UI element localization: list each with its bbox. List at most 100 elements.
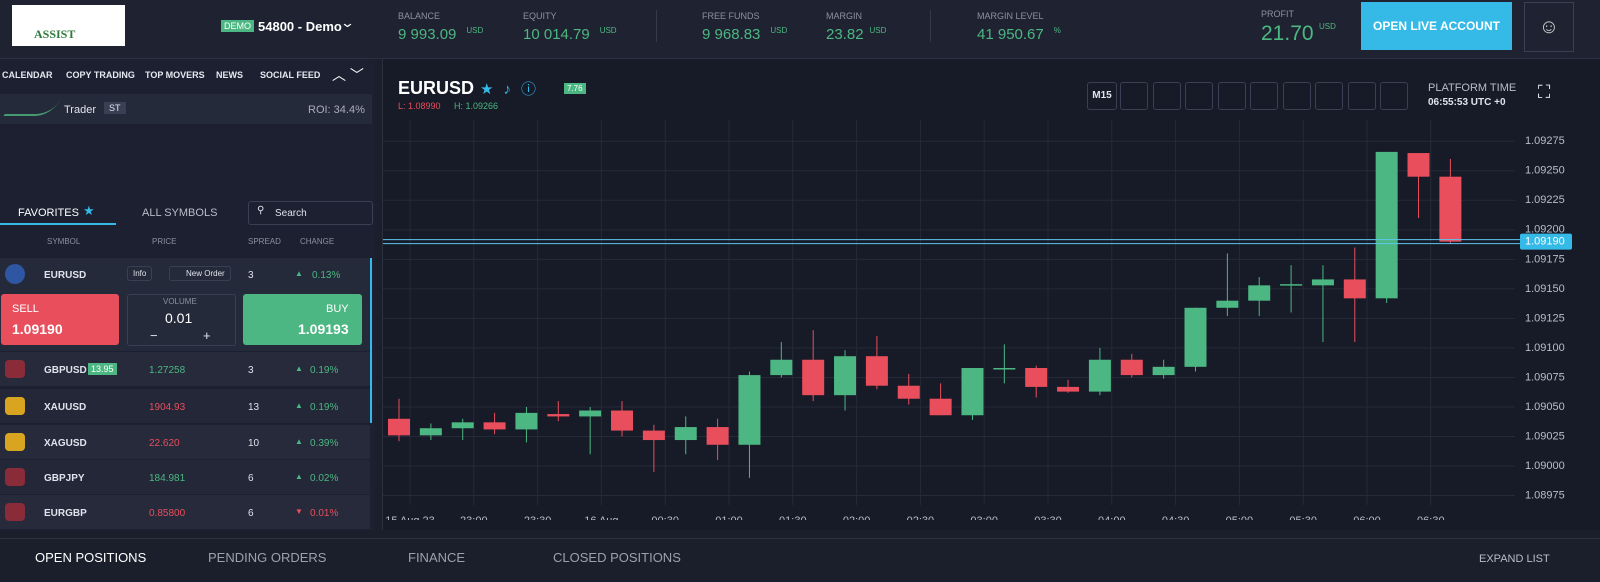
stat-value: 10 014.79 [523, 26, 590, 43]
candle-body [1088, 359, 1111, 392]
toolbar-button[interactable] [1347, 82, 1376, 110]
candle-body [515, 412, 538, 430]
chart-icons[interactable]: ★♪ⓘ [480, 81, 546, 98]
y-tick-label: 1.09150 [1525, 283, 1565, 295]
row-spread: 6 [248, 508, 254, 519]
sidebar-tab[interactable]: COPY TRADING [66, 70, 135, 80]
row-spread: 3 [248, 270, 254, 281]
toolbar-button[interactable] [1185, 82, 1213, 110]
trader-roi: ROI: 34.4% [308, 104, 365, 116]
row-change: 0.02% [310, 473, 339, 484]
volume-plus[interactable]: + [203, 328, 211, 343]
timeframe-button[interactable]: M15 [1087, 82, 1117, 110]
stat-value: 23.82 [826, 26, 864, 43]
toolbar-button[interactable] [1282, 82, 1311, 110]
toolbar-button[interactable] [1380, 82, 1408, 110]
scroll-indicator [370, 258, 372, 423]
top-bar [0, 0, 1600, 59]
row-spread: 3 [248, 365, 254, 376]
row-spread: 10 [248, 438, 260, 449]
stat-label: EQUITY [523, 11, 557, 21]
sell-button[interactable] [1, 294, 119, 345]
stat-label: BALANCE [398, 11, 441, 21]
new-order-button[interactable]: New Order [169, 266, 231, 281]
stat-unit: USD [869, 26, 887, 35]
toolbar-button[interactable] [1250, 82, 1278, 110]
row-bg[interactable] [0, 352, 370, 386]
y-tick-label: 1.09175 [1525, 253, 1565, 265]
y-tick-label: 1.09050 [1525, 401, 1565, 413]
x-tick-label: 01:00 [715, 515, 743, 520]
toolbar-button[interactable] [1152, 82, 1181, 110]
candle-body [1439, 176, 1462, 242]
x-tick-label: 02:00 [843, 515, 871, 520]
row-price: 1904.93 [149, 402, 186, 413]
toolbar-button[interactable] [1120, 82, 1148, 110]
divider [656, 10, 657, 42]
sidebar-tab[interactable]: TOP MOVERS [145, 70, 205, 80]
account[interactable]: 54800 - Demo [258, 19, 342, 34]
stat-unit: USD [770, 26, 788, 35]
candle-body [993, 368, 1016, 370]
sell-price: 1.09190 [12, 321, 63, 337]
stat-label: PROFIT [1261, 9, 1294, 19]
row-price: 0.85800 [149, 508, 186, 519]
symbol-icon [5, 433, 25, 451]
stat-unit: % [1053, 26, 1061, 35]
x-tick-label: 00:30 [651, 515, 679, 520]
symbol-tab[interactable]: ALL SYMBOLS [142, 207, 218, 219]
column-header: SPREAD [248, 237, 281, 246]
volume-value[interactable]: 0.01 [165, 310, 193, 326]
footer-tab[interactable]: PENDING ORDERS [208, 550, 327, 565]
change-arrow: ▲ [295, 437, 303, 446]
footer-tab[interactable]: OPEN POSITIONS [35, 550, 147, 565]
row-symbol: XAUUSD [44, 402, 87, 413]
y-tick-label: 1.09200 [1525, 224, 1565, 236]
row-bg[interactable] [0, 460, 370, 494]
user-button[interactable]: ☺ [1524, 2, 1574, 52]
column-header: CHANGE [300, 237, 335, 246]
x-tick-label: 05:00 [1226, 515, 1254, 520]
toolbar-button[interactable] [1217, 82, 1246, 110]
candle-body [1280, 284, 1303, 286]
live-button[interactable]: OPEN LIVE ACCOUNT [1361, 2, 1512, 50]
footer-tab[interactable]: CLOSED POSITIONS [553, 550, 681, 565]
x-tick-label: 01:30 [779, 515, 807, 520]
symbol-icon [5, 503, 25, 521]
change-arrow: ▲ [295, 472, 303, 481]
expand-list[interactable]: EXPAND LIST [1479, 553, 1550, 565]
sidebar-tab[interactable]: CALENDAR [2, 70, 53, 80]
candle-body [738, 375, 761, 445]
toolbar-button[interactable] [1315, 82, 1343, 110]
volume-minus[interactable]: − [150, 328, 158, 343]
candle-body [642, 430, 665, 441]
fullscreen-button[interactable]: ⛶ [1537, 82, 1551, 102]
buy-button[interactable] [243, 294, 362, 345]
info-button[interactable]: Info [127, 266, 153, 281]
row-bg[interactable] [0, 425, 370, 459]
platform-time: 06:55:53 UTC +0 [1428, 97, 1506, 108]
search-text: Search [275, 208, 307, 219]
candle-body [1057, 386, 1080, 392]
search-icon: ⚲ [257, 205, 265, 216]
candle-body [483, 422, 506, 430]
row-bg[interactable] [0, 389, 370, 423]
search-box[interactable] [248, 201, 373, 225]
sidebar-tab[interactable]: NEWS [216, 70, 243, 80]
row-price: 22.620 [149, 438, 180, 449]
x-tick-label: 02:30 [907, 515, 935, 520]
x-tick-label: 15 Aug 23 [385, 515, 435, 520]
price-badge [1520, 233, 1572, 250]
x-tick-label: 06:30 [1417, 515, 1445, 520]
row-symbol: GBPUSD [44, 365, 87, 376]
sidebar-tab[interactable]: SOCIAL FEED [260, 70, 321, 80]
stat-unit: USD [599, 26, 617, 35]
symbol-icon [5, 468, 25, 486]
symbol-icon [5, 397, 25, 415]
footer-tab[interactable]: FINANCE [408, 550, 466, 565]
divider [930, 10, 931, 42]
row-bg[interactable] [0, 495, 370, 529]
candle-body [770, 359, 793, 376]
symbol-tab[interactable]: FAVORITES [18, 207, 79, 219]
candle-body [1248, 285, 1271, 301]
